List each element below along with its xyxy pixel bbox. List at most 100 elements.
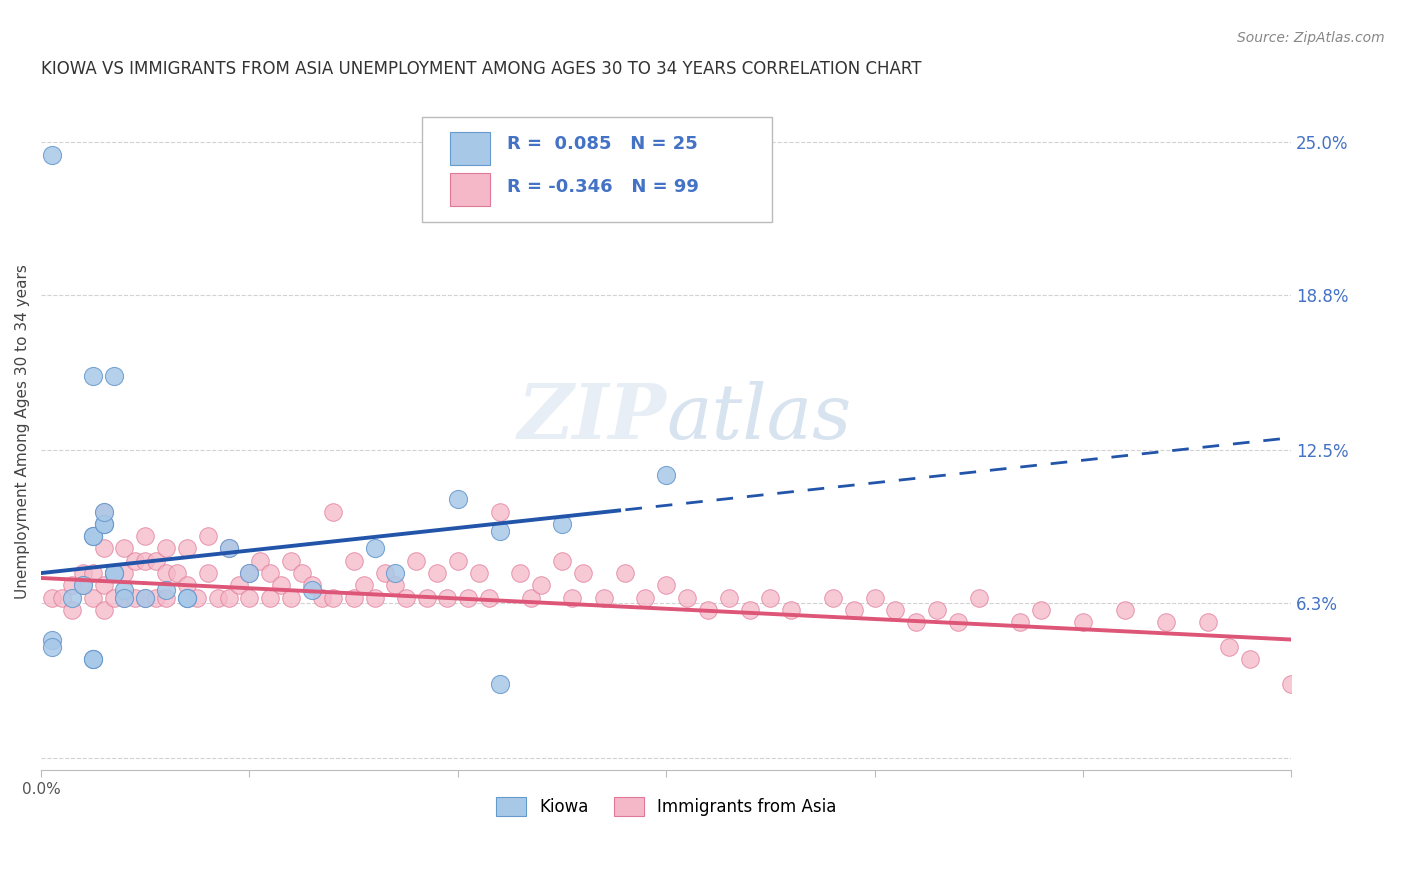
Point xyxy=(72,566,94,580)
Point xyxy=(676,591,699,605)
Text: Source: ZipAtlas.com: Source: ZipAtlas.com xyxy=(1237,31,1385,45)
Point xyxy=(93,516,115,531)
Point xyxy=(696,603,718,617)
Point xyxy=(134,591,156,605)
Point xyxy=(197,529,219,543)
Point xyxy=(60,603,83,617)
Point xyxy=(1156,615,1178,630)
Point xyxy=(613,566,636,580)
Y-axis label: Unemployment Among Ages 30 to 34 years: Unemployment Among Ages 30 to 34 years xyxy=(15,264,30,599)
Point xyxy=(124,554,146,568)
Point xyxy=(884,603,907,617)
Point xyxy=(592,591,614,605)
Point xyxy=(280,591,302,605)
Point xyxy=(738,603,761,617)
Point xyxy=(488,677,510,691)
Point xyxy=(82,652,104,666)
Point xyxy=(322,504,344,518)
Point xyxy=(51,591,73,605)
Point xyxy=(93,504,115,518)
Point xyxy=(124,591,146,605)
Point xyxy=(561,591,583,605)
Point xyxy=(218,541,240,556)
Point xyxy=(551,554,574,568)
Point xyxy=(457,591,479,605)
Point xyxy=(1071,615,1094,630)
Point xyxy=(134,529,156,543)
Point xyxy=(426,566,449,580)
Point xyxy=(155,583,177,598)
Point xyxy=(863,591,886,605)
Point xyxy=(1197,615,1219,630)
Point xyxy=(218,591,240,605)
Point xyxy=(520,591,543,605)
Point xyxy=(60,591,83,605)
Point xyxy=(93,504,115,518)
Point xyxy=(1114,603,1136,617)
Point xyxy=(405,554,427,568)
Point xyxy=(176,541,198,556)
Point xyxy=(166,566,188,580)
Point xyxy=(322,591,344,605)
Point xyxy=(436,591,458,605)
Point xyxy=(447,492,470,507)
Point xyxy=(311,591,333,605)
Point xyxy=(478,591,501,605)
Point xyxy=(384,566,406,580)
Point xyxy=(301,583,323,598)
Point xyxy=(238,566,260,580)
Point xyxy=(145,591,167,605)
Point xyxy=(72,578,94,592)
Point xyxy=(155,591,177,605)
Point xyxy=(259,566,281,580)
Point xyxy=(103,591,125,605)
Point xyxy=(72,578,94,592)
Point xyxy=(41,640,63,654)
Point xyxy=(186,591,208,605)
Bar xyxy=(450,132,489,165)
Point xyxy=(259,591,281,605)
Point xyxy=(290,566,312,580)
Point xyxy=(41,632,63,647)
Point xyxy=(842,603,865,617)
Point xyxy=(41,147,63,161)
Point xyxy=(634,591,657,605)
Point xyxy=(1279,677,1302,691)
Point xyxy=(301,578,323,592)
Point xyxy=(103,369,125,384)
Point xyxy=(82,652,104,666)
Point xyxy=(488,524,510,539)
Point xyxy=(384,578,406,592)
Point xyxy=(176,591,198,605)
Point xyxy=(551,516,574,531)
Point xyxy=(114,583,136,598)
Point xyxy=(134,591,156,605)
Point xyxy=(780,603,803,617)
Point xyxy=(905,615,928,630)
Point xyxy=(82,369,104,384)
Point xyxy=(374,566,396,580)
Point xyxy=(207,591,229,605)
Point xyxy=(103,566,125,580)
Point xyxy=(572,566,595,580)
Point xyxy=(509,566,531,580)
Point xyxy=(176,591,198,605)
Point xyxy=(114,541,136,556)
Point xyxy=(176,578,198,592)
Point xyxy=(759,591,782,605)
Point xyxy=(145,554,167,568)
Point xyxy=(343,554,366,568)
FancyBboxPatch shape xyxy=(422,117,772,222)
Point xyxy=(363,591,385,605)
Point xyxy=(488,504,510,518)
Point xyxy=(1010,615,1032,630)
Text: KIOWA VS IMMIGRANTS FROM ASIA UNEMPLOYMENT AMONG AGES 30 TO 34 YEARS CORRELATION: KIOWA VS IMMIGRANTS FROM ASIA UNEMPLOYME… xyxy=(41,60,921,78)
Point xyxy=(447,554,470,568)
Legend: Kiowa, Immigrants from Asia: Kiowa, Immigrants from Asia xyxy=(489,790,844,822)
Point xyxy=(103,566,125,580)
Text: R =  0.085   N = 25: R = 0.085 N = 25 xyxy=(508,135,699,153)
Point xyxy=(238,566,260,580)
Point xyxy=(655,467,678,482)
Point xyxy=(1031,603,1053,617)
Point xyxy=(946,615,969,630)
